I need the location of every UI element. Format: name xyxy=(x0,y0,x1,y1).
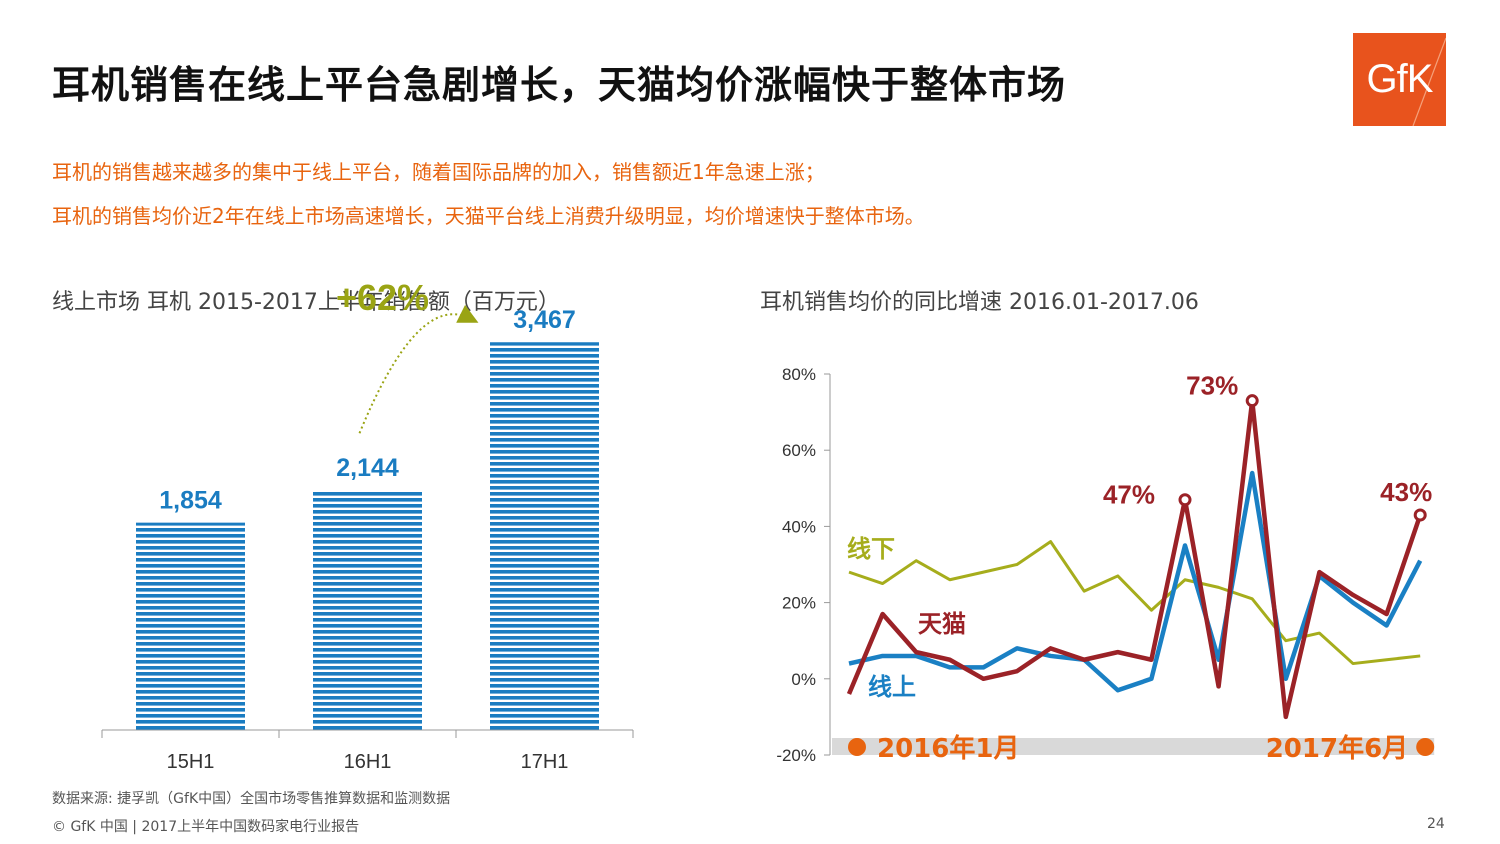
bar-value-label: 2,144 xyxy=(336,454,399,482)
page-title: 耳机销售在线上平台急剧增长，天猫均价涨幅快于整体市场 xyxy=(52,63,1067,107)
peak-label: 43% xyxy=(1380,477,1432,507)
bar-category-label: 15H1 xyxy=(167,751,215,773)
series-label-tmall: 天猫 xyxy=(918,610,966,638)
series-label-online: 线上 xyxy=(868,673,916,701)
timeline-end-label: 2017年6月 xyxy=(1266,733,1408,764)
line-y-tick-label: 20% xyxy=(782,594,816,613)
bar-category-label: 17H1 xyxy=(521,751,569,773)
bar-category-label: 16H1 xyxy=(344,751,392,773)
timeline-band xyxy=(832,738,1435,755)
bar-chart: 1,854 15H1 2,144 16H1 3,467 17H1 +62% xyxy=(101,277,634,773)
timeline-start-label: 2016年1月 xyxy=(877,733,1019,764)
line-y-tick-label: 60% xyxy=(782,441,816,460)
series-line-tmall xyxy=(846,398,1423,720)
timeline-start-dot xyxy=(848,738,866,756)
bar-16H1 xyxy=(313,490,422,730)
bar-value-label: 1,854 xyxy=(159,487,222,515)
line-y-tick-label: 40% xyxy=(782,517,816,536)
series-line-online xyxy=(848,470,1423,693)
peak-label: 47% xyxy=(1103,480,1155,510)
series-label-offline: 线下 xyxy=(847,535,895,563)
peak-label: 73% xyxy=(1186,371,1238,401)
bar-17H1 xyxy=(490,342,599,730)
line-y-tick-label: -20% xyxy=(776,746,816,765)
summary-line-1: 耳机的销售越来越多的集中于线上平台，随着国际品牌的加入，销售额近1年急速上涨； xyxy=(52,160,825,184)
line-y-tick-label: 0% xyxy=(791,670,816,689)
data-source-note: 数据来源: 捷孚凯（GfK中国）全国市场零售推算数据和监测数据 xyxy=(52,791,451,807)
growth-arrow xyxy=(358,304,479,434)
peak-marker xyxy=(1413,508,1427,522)
line-y-tick-label: 80% xyxy=(782,365,816,384)
copyright-note: © GfK 中国 | 2017上半年中国数码家电行业报告 xyxy=(52,819,360,835)
page-number: 24 xyxy=(1427,816,1445,832)
series-line-offline xyxy=(848,540,1421,666)
summary-line-2: 耳机的销售均价近2年在线上市场高速增长，天猫平台线上消费升级明显，均价增速快于整… xyxy=(52,204,925,228)
logo-stripe xyxy=(1412,37,1446,126)
logo-text: GfK xyxy=(1366,57,1434,101)
line-chart-title: 耳机销售均价的同比增速 2016.01-2017.06 xyxy=(760,290,1199,315)
bar-15H1 xyxy=(136,522,245,730)
peak-marker xyxy=(1178,493,1192,507)
peak-marker xyxy=(1245,394,1259,408)
timeline-end-dot xyxy=(1416,738,1435,756)
bar-value-label: 3,467 xyxy=(513,306,576,334)
gfk-logo: GfK xyxy=(1353,33,1446,126)
growth-label: +62% xyxy=(336,277,429,318)
